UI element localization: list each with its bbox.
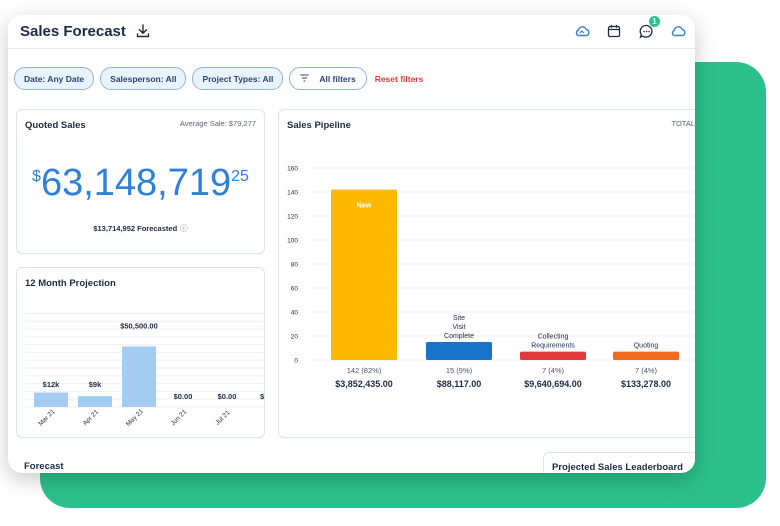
pipeline-chart: 0 20 40 60 80 100 120 140 160 New 142 (82%) $3,852,… bbox=[287, 166, 695, 389]
pipeline-bar[interactable] bbox=[426, 342, 492, 360]
currency-symbol: $ bbox=[32, 168, 41, 185]
all-filters-button[interactable]: All filters bbox=[289, 67, 367, 90]
count-label: 142 (82%) bbox=[347, 366, 382, 375]
date-filter[interactable]: Date: Any Date bbox=[14, 67, 95, 90]
projection-bar[interactable] bbox=[34, 392, 68, 407]
forecasted-text: $13,714,952 Forecasted ⓘ bbox=[17, 223, 264, 234]
salesperson-filter[interactable]: Salesperson: All bbox=[100, 67, 187, 90]
y-tick-label: 80 bbox=[291, 262, 299, 269]
category-label: Collecting bbox=[538, 334, 569, 341]
filter-bar: Date: Any Date Salesperson: All Project … bbox=[14, 67, 423, 90]
filter-icon bbox=[300, 73, 309, 84]
projection-title: 12 Month Projection bbox=[25, 278, 116, 289]
download-icon[interactable] bbox=[136, 24, 150, 43]
count-label: 15 (9%) bbox=[446, 366, 473, 375]
x-tick-label: Mar 21 bbox=[37, 408, 57, 428]
amount-cents: 25 bbox=[231, 168, 249, 185]
y-tick-label: 20 bbox=[291, 334, 299, 341]
chat-icon[interactable]: 1 bbox=[637, 16, 660, 40]
pipeline-bar[interactable] bbox=[520, 351, 586, 360]
x-tick-label: Jun 21 bbox=[170, 408, 189, 427]
data-label: $12k bbox=[43, 380, 61, 389]
leaderboard-card: Projected Sales Leaderboard bbox=[543, 452, 695, 473]
cloud-sync-icon[interactable] bbox=[573, 22, 591, 40]
amount-label: $88,117.00 bbox=[437, 379, 482, 389]
y-tick-label: 100 bbox=[287, 238, 298, 245]
y-tick-label: 40 bbox=[291, 310, 299, 317]
projection-panel: 12 Month Projection $12k Mar 21 $9k Apr 21 $… bbox=[16, 267, 265, 438]
average-sale: Average Sale: $79,277 bbox=[179, 119, 256, 128]
category-label: New bbox=[357, 203, 372, 210]
category-label: Visit bbox=[452, 324, 465, 331]
amount-label: $133,278.00 bbox=[621, 379, 671, 389]
amount-main: 63,148,719 bbox=[40, 162, 232, 204]
data-label-truncated: $ bbox=[260, 392, 264, 401]
data-label: $9k bbox=[89, 380, 102, 389]
quoted-sales-panel: Quoted Sales Average Sale: $79,277 $63,1… bbox=[16, 109, 265, 254]
calendar-icon[interactable] bbox=[605, 22, 623, 40]
data-label: $0.00 bbox=[174, 392, 193, 401]
project-types-filter[interactable]: Project Types: All bbox=[192, 67, 284, 90]
y-tick-label: 160 bbox=[287, 166, 298, 173]
all-filters-label: All filters bbox=[319, 73, 356, 84]
pipeline-title: Sales Pipeline bbox=[287, 120, 351, 131]
pipeline-panel: Sales Pipeline TOTAL 0 20 40 60 80 100 120 140 1… bbox=[278, 109, 695, 438]
x-tick-label: May 21 bbox=[125, 408, 145, 428]
page-title: Sales Forecast bbox=[20, 23, 126, 40]
amount-label: $9,640,694.00 bbox=[524, 379, 582, 389]
projection-chart: $12k Mar 21 $9k Apr 21 $50,500.00 May 21 $0.00… bbox=[25, 312, 264, 428]
projection-bar[interactable] bbox=[122, 346, 156, 407]
info-icon[interactable]: ⓘ bbox=[180, 224, 188, 233]
top-bar: Sales Forecast 1 bbox=[8, 15, 695, 49]
y-tick-label: 60 bbox=[291, 286, 299, 293]
y-tick-label: 120 bbox=[287, 214, 298, 221]
category-label: Complete bbox=[444, 333, 474, 340]
pipeline-bar[interactable] bbox=[331, 189, 397, 360]
amount-label: $3,852,435.00 bbox=[335, 379, 393, 389]
quoted-sales-title: Quoted Sales bbox=[25, 120, 86, 131]
leaderboard-title: Projected Sales Leaderboard bbox=[552, 462, 683, 473]
cloud-icon[interactable] bbox=[669, 22, 687, 40]
count-label: 7 (4%) bbox=[542, 366, 565, 375]
category-label: Quoting bbox=[634, 343, 659, 350]
data-label: $0.00 bbox=[218, 392, 237, 401]
pipeline-bar[interactable] bbox=[613, 351, 679, 360]
projection-bar[interactable] bbox=[78, 396, 112, 407]
y-tick-label: 0 bbox=[294, 358, 298, 365]
count-label: 7 (4%) bbox=[635, 366, 658, 375]
forecast-title: Forecast bbox=[24, 461, 64, 472]
category-label: Requirements bbox=[531, 343, 575, 350]
toolbar-icons: 1 bbox=[573, 16, 687, 40]
reset-filters-link[interactable]: Reset filters bbox=[374, 73, 424, 84]
app-window: Sales Forecast 1 Date: Any Date Salesper… bbox=[8, 15, 695, 473]
x-tick-label: Jul 21 bbox=[214, 409, 231, 426]
notification-badge: 1 bbox=[649, 16, 660, 27]
quoted-sales-amount: $63,148,71925 bbox=[17, 162, 264, 205]
pipeline-total-label: TOTAL bbox=[671, 119, 695, 128]
x-tick-label: Apr 21 bbox=[82, 408, 101, 427]
y-tick-label: 140 bbox=[287, 190, 298, 197]
category-label: Site bbox=[453, 315, 465, 322]
forecasted-value: $13,714,952 Forecasted bbox=[93, 224, 178, 233]
data-label: $50,500.00 bbox=[120, 321, 158, 330]
